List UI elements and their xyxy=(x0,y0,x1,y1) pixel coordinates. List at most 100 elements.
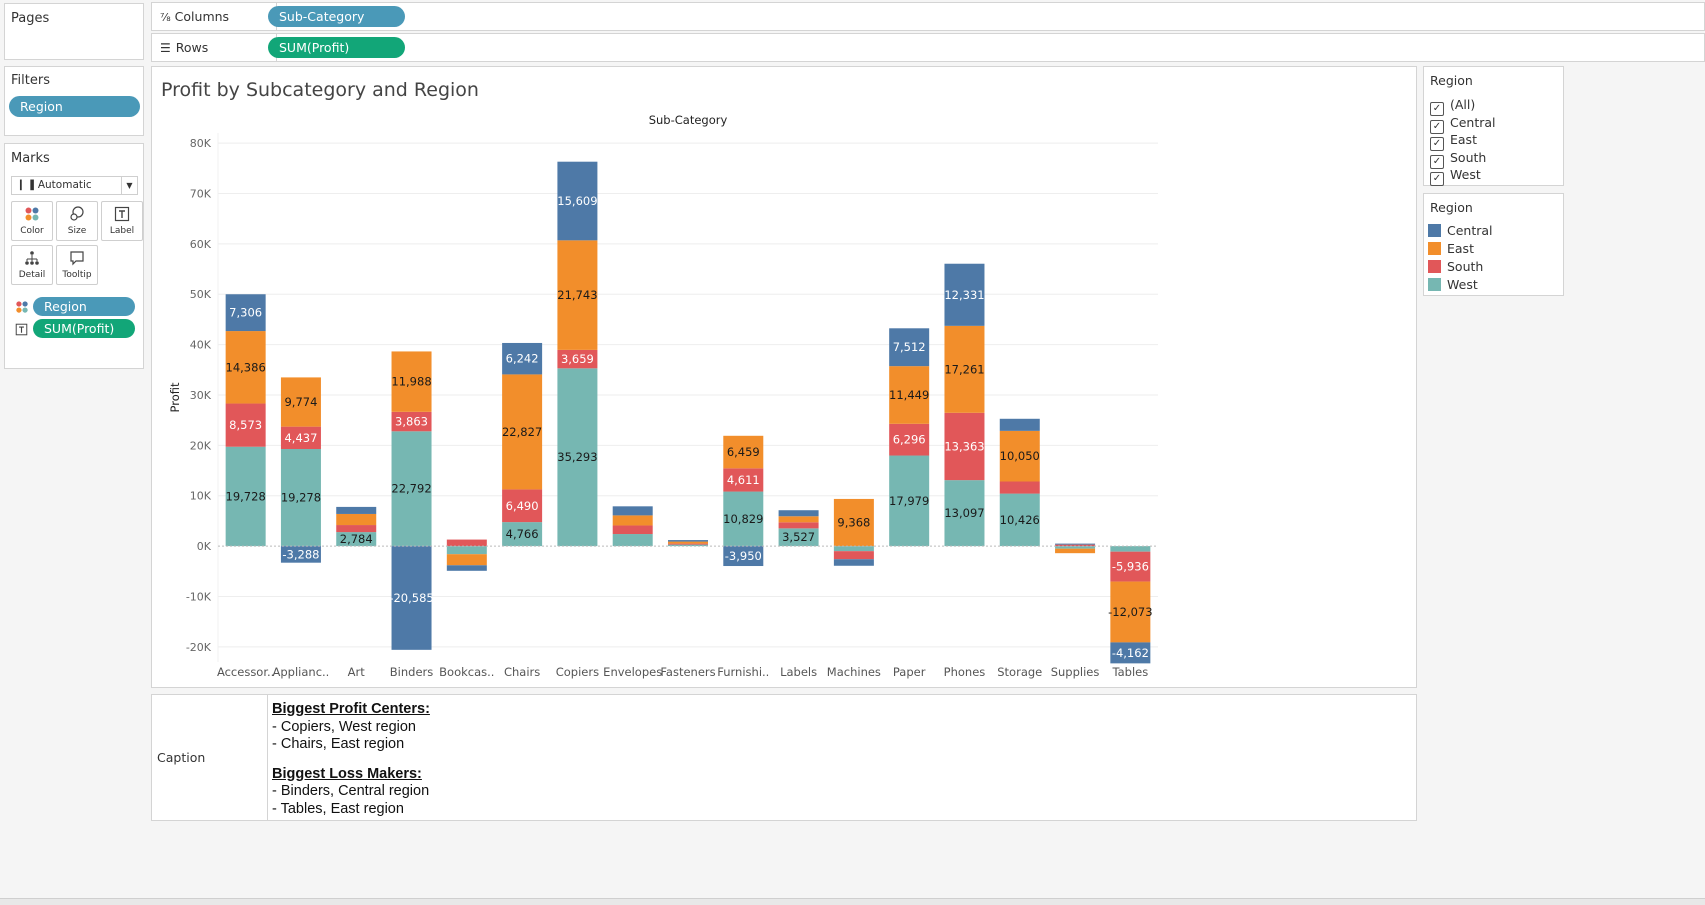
x-tick-label: Binders xyxy=(390,665,433,679)
tooltip-button[interactable]: Tooltip xyxy=(56,245,98,285)
y-tick-label: 0K xyxy=(197,540,212,553)
x-tick-label: Supplies xyxy=(1051,665,1100,679)
caption-line: - Chairs, East region xyxy=(272,736,405,752)
bar-east xyxy=(391,351,432,412)
bar-east xyxy=(668,541,708,544)
data-label: -5,936 xyxy=(1112,560,1149,574)
bar-west xyxy=(778,528,819,547)
sheet-tab-bar[interactable] xyxy=(0,898,1705,905)
bar-central xyxy=(391,546,432,650)
filter-checkbox-south[interactable]: ✓ South xyxy=(1430,149,1486,169)
bar-west xyxy=(999,493,1040,547)
bar-west xyxy=(1055,546,1096,549)
bar-east xyxy=(999,430,1040,482)
bar-west xyxy=(944,480,985,547)
region-legend-card: Region Central East South West xyxy=(1423,193,1564,296)
y-axis-title: Profit xyxy=(168,382,182,412)
columns-pill-subcategory[interactable]: Sub-Category xyxy=(268,6,405,27)
filter-checkbox-all[interactable]: ✓ (All) xyxy=(1430,96,1475,116)
x-tick-label: Copiers xyxy=(556,665,599,679)
data-label: 11,988 xyxy=(391,375,431,389)
caption-line: - Copiers, West region xyxy=(272,718,416,735)
size-button[interactable]: Size xyxy=(56,201,98,241)
marks-color-pill-region[interactable]: Region xyxy=(33,297,135,316)
bar-south xyxy=(778,522,819,529)
bar-east xyxy=(280,377,321,427)
x-tick-label: Chairs xyxy=(504,665,540,679)
bar-west xyxy=(446,546,487,555)
data-label: 3,863 xyxy=(395,415,428,429)
size-icon xyxy=(57,206,97,226)
filter-checkbox-central[interactable]: ✓ Central xyxy=(1430,114,1496,134)
data-label: 6,242 xyxy=(506,352,539,366)
filter-pill-region[interactable]: Region xyxy=(9,96,140,117)
y-tick-label: 70K xyxy=(190,187,212,200)
data-label: -12,073 xyxy=(1108,605,1152,619)
data-label: 9,774 xyxy=(284,395,317,409)
bar-east xyxy=(225,331,266,404)
legend-item-east[interactable]: East xyxy=(1428,240,1474,258)
detail-button[interactable]: Detail xyxy=(11,245,53,285)
data-label: 6,296 xyxy=(893,433,926,447)
rows-icon: ☰ xyxy=(160,41,171,55)
columns-shelf[interactable]: ⅞ Columns Sub-Category xyxy=(151,2,1705,31)
caption-label-cell: Caption xyxy=(152,695,268,820)
data-label: 14,386 xyxy=(226,360,266,374)
detail-icon xyxy=(12,250,52,270)
profit-chart: Profit by Subcategory and Region Sub-Cate… xyxy=(161,79,1158,679)
rows-pill-sum-profit[interactable]: SUM(Profit) xyxy=(268,37,405,58)
label-button[interactable]: Label xyxy=(101,201,143,241)
bar-east xyxy=(723,435,764,469)
x-tick-label: Bookcas.. xyxy=(439,665,494,679)
data-label: 6,490 xyxy=(506,499,539,513)
bar-south xyxy=(336,525,377,533)
filter-checkbox-east[interactable]: ✓ East xyxy=(1430,131,1477,151)
pages-shelf[interactable]: Pages xyxy=(4,3,144,60)
region-filter-card: Region ✓ (All) ✓ Central ✓ East ✓ South ✓ Wes… xyxy=(1423,66,1564,186)
y-tick-label: 40K xyxy=(190,339,212,352)
bar-south xyxy=(999,481,1040,494)
data-label: 7,306 xyxy=(229,306,262,320)
data-label: 13,363 xyxy=(944,439,984,453)
checkbox-icon: ✓ xyxy=(1430,172,1444,186)
color-button[interactable]: Color xyxy=(11,201,53,241)
y-tick-label: 30K xyxy=(190,389,212,402)
legend-item-west[interactable]: West xyxy=(1428,276,1478,294)
filters-title: Filters xyxy=(11,73,50,88)
chart-title: Profit by Subcategory and Region xyxy=(161,79,479,101)
bar-east xyxy=(336,513,377,526)
data-label: 10,426 xyxy=(1000,513,1040,527)
bar-central xyxy=(557,161,598,241)
bar-central xyxy=(833,559,874,566)
bar-south xyxy=(668,543,708,545)
checkbox-icon: ✓ xyxy=(1430,102,1444,116)
bar-central xyxy=(999,418,1040,431)
legend-swatch xyxy=(1428,260,1441,273)
bar-south xyxy=(502,489,543,523)
bar-east xyxy=(446,554,487,566)
bar-central xyxy=(944,263,985,326)
bar-east xyxy=(557,240,598,350)
y-tick-label: -10K xyxy=(186,591,212,604)
bar-central xyxy=(889,328,930,367)
caption-panel: Caption Biggest Profit Centers: - Copier… xyxy=(151,694,1417,821)
legend-item-south[interactable]: South xyxy=(1428,258,1483,276)
x-tick-label: Tables xyxy=(1111,665,1148,679)
data-label: 17,261 xyxy=(944,362,984,376)
filter-checkbox-west[interactable]: ✓ West xyxy=(1430,166,1481,186)
bar-south xyxy=(723,468,764,492)
legend-item-central[interactable]: Central xyxy=(1428,222,1493,240)
bar-south xyxy=(889,423,930,456)
marks-label-pill-sum-profit[interactable]: SUM(Profit) xyxy=(33,319,135,338)
filters-shelf[interactable]: Filters Region xyxy=(4,66,144,136)
data-label: 2,784 xyxy=(340,532,373,546)
mark-type-dropdown[interactable]: ▎▐ Automatic ▼ xyxy=(11,176,138,195)
bar-south xyxy=(391,411,432,432)
bar-east xyxy=(889,366,930,424)
caption-heading-profit: Biggest Profit Centers: xyxy=(272,701,430,717)
bar-central xyxy=(446,565,487,571)
caption-label: Caption xyxy=(157,750,206,765)
bar-south xyxy=(944,412,985,481)
rows-shelf[interactable]: ☰ Rows SUM(Profit) xyxy=(151,33,1705,62)
data-label: 4,611 xyxy=(727,473,760,487)
